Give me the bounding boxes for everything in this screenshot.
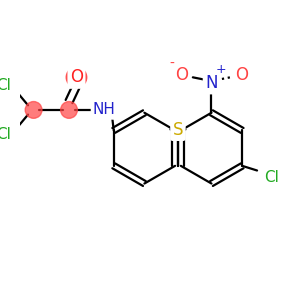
Text: Cl: Cl [0, 78, 11, 93]
Text: +: + [215, 63, 226, 76]
Text: S: S [173, 121, 183, 139]
Text: Cl: Cl [265, 169, 279, 184]
Text: -: - [169, 57, 174, 71]
Text: Cl: Cl [0, 127, 11, 142]
Text: O: O [235, 67, 248, 85]
Text: O: O [70, 68, 83, 86]
Text: NH: NH [93, 102, 116, 117]
Circle shape [61, 101, 77, 118]
Circle shape [25, 101, 42, 118]
Circle shape [66, 67, 87, 88]
Text: O: O [175, 67, 188, 85]
Text: N: N [205, 74, 218, 92]
